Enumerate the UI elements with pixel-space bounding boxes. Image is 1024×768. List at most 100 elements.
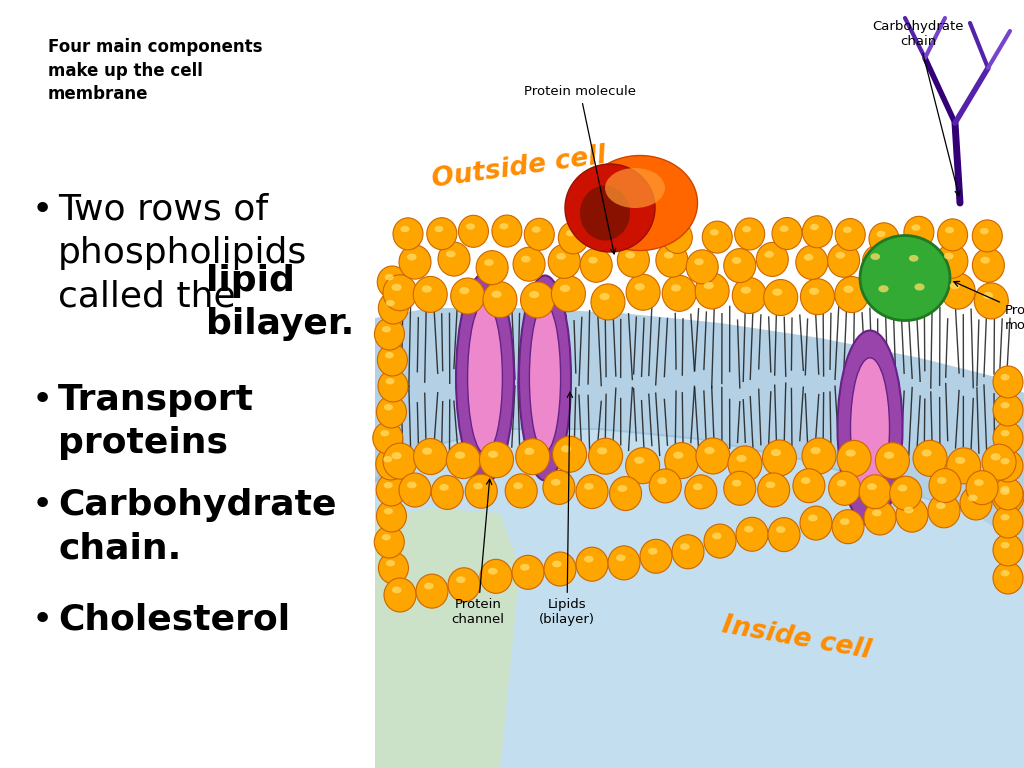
Ellipse shape	[693, 483, 702, 490]
Ellipse shape	[1000, 374, 1010, 380]
Ellipse shape	[378, 344, 408, 376]
Ellipse shape	[764, 280, 798, 316]
Ellipse shape	[763, 440, 797, 476]
Ellipse shape	[804, 254, 813, 260]
Ellipse shape	[831, 510, 864, 544]
Ellipse shape	[1000, 542, 1010, 548]
Ellipse shape	[635, 283, 645, 290]
Ellipse shape	[665, 442, 698, 478]
Ellipse shape	[992, 480, 1024, 514]
Text: Four main components
make up the cell
membrane: Four main components make up the cell me…	[48, 38, 262, 103]
Ellipse shape	[904, 217, 934, 248]
Ellipse shape	[385, 378, 394, 385]
Ellipse shape	[810, 447, 820, 454]
Ellipse shape	[476, 250, 508, 285]
Ellipse shape	[974, 283, 1009, 319]
Ellipse shape	[890, 476, 922, 510]
Text: Two rows of
phospholipids
called the: Two rows of phospholipids called the	[58, 193, 307, 314]
Ellipse shape	[694, 258, 703, 265]
Text: Protein molecule: Protein molecule	[524, 85, 636, 254]
Polygon shape	[375, 508, 520, 768]
Ellipse shape	[543, 470, 574, 505]
Ellipse shape	[671, 284, 681, 292]
Ellipse shape	[936, 502, 945, 509]
Ellipse shape	[451, 278, 484, 314]
Ellipse shape	[736, 455, 746, 462]
Ellipse shape	[928, 494, 961, 528]
Text: Inside cell: Inside cell	[720, 612, 873, 664]
Ellipse shape	[864, 501, 896, 535]
Ellipse shape	[512, 555, 544, 589]
Ellipse shape	[521, 256, 530, 263]
Ellipse shape	[906, 274, 940, 310]
Ellipse shape	[378, 292, 409, 324]
Ellipse shape	[961, 486, 992, 520]
Ellipse shape	[670, 230, 679, 236]
Ellipse shape	[416, 574, 449, 608]
Ellipse shape	[993, 534, 1023, 566]
Ellipse shape	[520, 282, 555, 318]
Ellipse shape	[584, 556, 594, 562]
Ellipse shape	[446, 250, 456, 257]
Ellipse shape	[529, 291, 540, 298]
Ellipse shape	[870, 276, 904, 313]
Ellipse shape	[531, 227, 541, 233]
Ellipse shape	[993, 394, 1023, 426]
Ellipse shape	[724, 249, 756, 283]
Ellipse shape	[898, 485, 907, 492]
Text: •: •	[32, 193, 53, 227]
Polygon shape	[375, 428, 1024, 768]
Ellipse shape	[414, 276, 447, 313]
Ellipse shape	[422, 286, 432, 293]
Ellipse shape	[632, 216, 662, 247]
Ellipse shape	[391, 452, 401, 459]
Ellipse shape	[560, 285, 570, 292]
Ellipse shape	[626, 448, 659, 484]
Ellipse shape	[552, 561, 561, 568]
Ellipse shape	[859, 475, 891, 508]
Ellipse shape	[434, 226, 443, 232]
Ellipse shape	[772, 217, 802, 250]
Ellipse shape	[982, 444, 1016, 480]
Ellipse shape	[558, 222, 589, 254]
Polygon shape	[375, 308, 1024, 548]
Ellipse shape	[710, 229, 719, 236]
Ellipse shape	[941, 273, 975, 309]
Ellipse shape	[772, 289, 782, 296]
Ellipse shape	[837, 440, 871, 476]
Text: •: •	[32, 603, 53, 637]
Ellipse shape	[835, 276, 868, 313]
Ellipse shape	[793, 468, 825, 503]
Ellipse shape	[446, 442, 480, 478]
Ellipse shape	[663, 276, 696, 311]
Ellipse shape	[608, 546, 640, 580]
Ellipse shape	[904, 507, 913, 514]
Ellipse shape	[1000, 402, 1010, 409]
Ellipse shape	[966, 471, 998, 505]
Ellipse shape	[980, 228, 989, 234]
Ellipse shape	[385, 352, 394, 359]
Ellipse shape	[801, 279, 835, 315]
Ellipse shape	[383, 275, 417, 311]
Ellipse shape	[488, 568, 498, 574]
Ellipse shape	[673, 452, 683, 458]
Ellipse shape	[383, 456, 392, 462]
Ellipse shape	[695, 273, 729, 309]
Ellipse shape	[938, 219, 968, 251]
Ellipse shape	[617, 243, 649, 277]
Ellipse shape	[516, 439, 550, 475]
Ellipse shape	[599, 293, 609, 300]
Ellipse shape	[1000, 570, 1010, 577]
Ellipse shape	[736, 518, 768, 551]
Ellipse shape	[732, 257, 741, 264]
Ellipse shape	[949, 282, 959, 290]
Ellipse shape	[392, 587, 401, 594]
Ellipse shape	[802, 438, 836, 474]
Ellipse shape	[911, 224, 921, 230]
Ellipse shape	[1000, 430, 1010, 436]
Ellipse shape	[655, 243, 688, 277]
Ellipse shape	[597, 447, 607, 455]
Ellipse shape	[649, 469, 681, 503]
Ellipse shape	[473, 483, 483, 489]
Ellipse shape	[993, 506, 1023, 538]
